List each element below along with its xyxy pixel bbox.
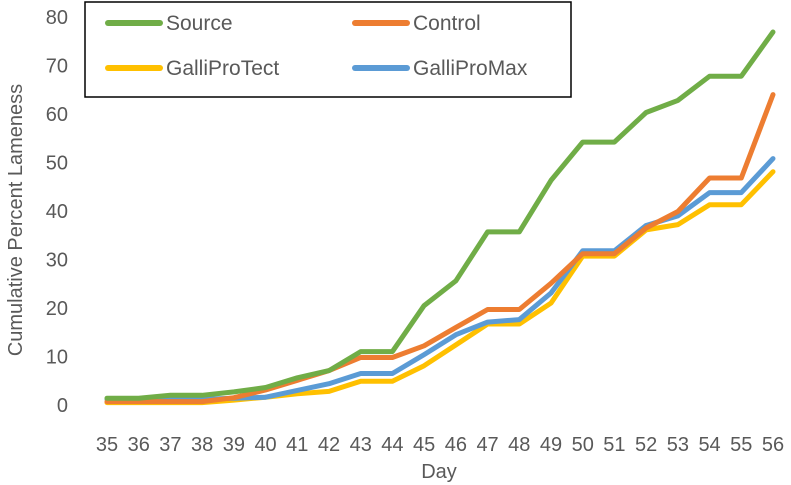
y-tick-label: 80	[46, 7, 68, 29]
x-tick-label: 49	[540, 434, 562, 456]
y-tick-label: 50	[46, 153, 68, 175]
x-tick-label: 39	[223, 434, 245, 456]
x-tick-label: 43	[350, 434, 372, 456]
x-tick-label: 36	[128, 434, 150, 456]
legend: Source Control GalliProTect GalliProMax	[84, 1, 572, 98]
legend-label-source: Source	[166, 12, 233, 35]
series-line-source	[104, 29, 776, 401]
y-tick-label: 60	[46, 104, 68, 126]
x-tick-label: 41	[286, 434, 308, 456]
x-tick-label: 50	[572, 434, 594, 456]
y-axis-label: Cumulative Percent Lameness	[5, 84, 27, 356]
x-axis-ticks: 35 36 37 38 39 40 41 42 43 44 45 46 47 48 49 50 51 52 53 54…	[96, 434, 784, 456]
series-line-gallipromax	[104, 156, 776, 402]
x-tick-label: 45	[413, 434, 435, 456]
x-tick-label: 35	[96, 434, 118, 456]
x-tick-label: 44	[381, 434, 403, 456]
y-tick-label: 0	[57, 395, 68, 417]
x-tick-label: 40	[254, 434, 276, 456]
series-line-galliprotect	[104, 169, 776, 406]
y-tick-label: 20	[46, 298, 68, 320]
legend-box	[84, 1, 572, 98]
plot-lines	[104, 29, 776, 406]
x-tick-label: 37	[159, 434, 181, 456]
y-tick-label: 30	[46, 250, 68, 272]
x-tick-label: 46	[445, 434, 467, 456]
x-tick-label: 51	[603, 434, 625, 456]
y-tick-label: 70	[46, 56, 68, 78]
x-tick-label: 53	[667, 434, 689, 456]
series-line-control	[104, 92, 776, 405]
x-tick-label: 42	[318, 434, 340, 456]
y-axis-ticks: 0 10 20 30 40 50 60 70 80	[46, 7, 68, 417]
legend-items: Source Control GalliProTect GalliProMax	[105, 12, 528, 80]
y-tick-label: 10	[46, 347, 68, 369]
legend-label-galliprotect: GalliProTect	[166, 57, 279, 80]
x-tick-label: 54	[698, 434, 720, 456]
x-tick-label: 55	[730, 434, 752, 456]
legend-label-gallipromax: GalliProMax	[413, 57, 528, 80]
x-tick-label: 56	[762, 434, 784, 456]
x-tick-label: 48	[508, 434, 530, 456]
x-tick-label: 52	[635, 434, 657, 456]
x-tick-label: 38	[191, 434, 213, 456]
y-tick-label: 40	[46, 201, 68, 223]
legend-label-control: Control	[413, 12, 481, 35]
x-axis-label: Day	[421, 461, 457, 483]
x-tick-label: 47	[476, 434, 498, 456]
